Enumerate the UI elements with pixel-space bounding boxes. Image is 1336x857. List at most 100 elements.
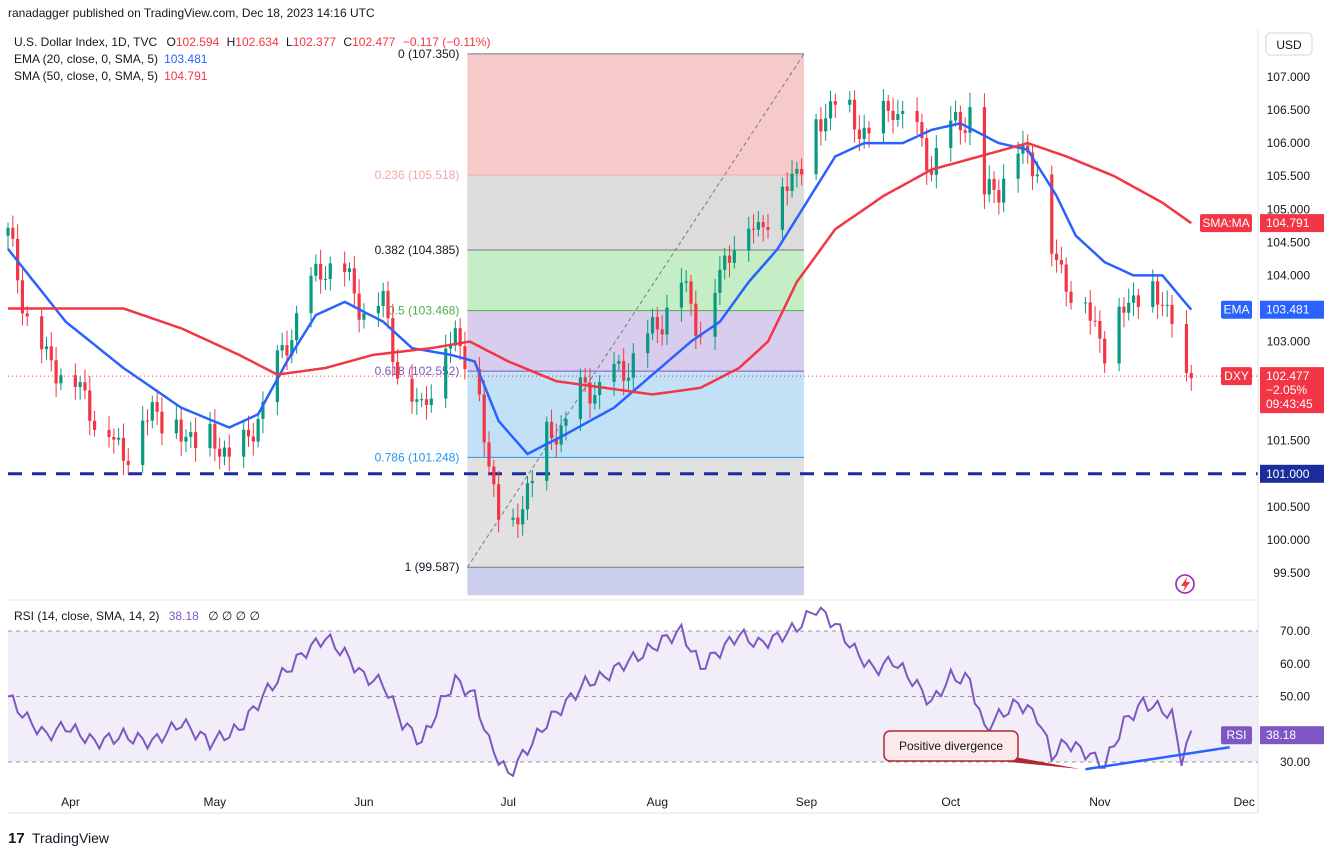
- positive-divergence-callout[interactable]: Positive divergence: [883, 730, 1080, 769]
- candle-body: [54, 360, 58, 384]
- candle-body: [516, 517, 520, 525]
- candle-body: [622, 360, 626, 381]
- fib-zone-0.382-0.5: [467, 249, 805, 311]
- candle-body: [448, 345, 453, 349]
- candle-body: [309, 275, 313, 314]
- dxy-badge-value-box: [1260, 367, 1324, 414]
- currency-button[interactable]: [1265, 32, 1313, 56]
- sma-badge-value-box: [1260, 214, 1324, 233]
- candle-body: [1155, 281, 1160, 305]
- time-axis-ticks[interactable]: AprMayJunJulAugSepOctNovDec2024: [61, 795, 1336, 809]
- candle-body: [1098, 320, 1102, 339]
- candle-body: [545, 421, 549, 481]
- candle-body: [665, 307, 669, 335]
- candle-body: [833, 101, 837, 105]
- sma-50-line: [8, 141, 1193, 396]
- fib-level-label-0.786: 0.786 (101.248): [375, 450, 460, 464]
- time-tick-label: Aug: [647, 795, 668, 809]
- ema-badge-tag-text: EMA: [1223, 303, 1249, 317]
- currency-label[interactable]: USD: [1276, 38, 1302, 52]
- dxy-badge-value-text: 102.477: [1266, 369, 1310, 383]
- rsi-legend[interactable]: RSI (14, close, SMA, 14, 2) 38.18 ∅ ∅ ∅ …: [14, 609, 260, 623]
- price-tick-label: 107.000: [1267, 70, 1311, 84]
- rsi-badge-tag: [1221, 726, 1252, 745]
- candle-body: [958, 112, 962, 131]
- price-pane[interactable]: 0 (107.350) 0.236 (105.518) 0.382 (104.385…: [6, 47, 1258, 596]
- candle-body: [795, 168, 799, 174]
- candle-body: [929, 170, 934, 175]
- fib-level-label-0.382: 0.382 (104.385): [375, 243, 460, 257]
- time-tick-label: Nov: [1089, 795, 1110, 809]
- tv-logo-text: TradingView: [32, 830, 110, 846]
- candle-body: [1016, 153, 1020, 179]
- candle-body: [121, 437, 126, 461]
- candle-body: [381, 290, 385, 307]
- candle-body: [1151, 281, 1155, 307]
- candle-body: [1093, 320, 1097, 322]
- sma-legend[interactable]: SMA (50, close, 0, SMA, 5) 104.791: [14, 69, 208, 83]
- candle-body: [323, 279, 328, 281]
- candle-body: [920, 122, 924, 139]
- candle-body: [732, 250, 736, 263]
- rsi-pane[interactable]: 70.00 60.00 50.00 30.00: [7, 606, 1310, 778]
- rsi-badge-tag-text: RSI: [1226, 728, 1246, 742]
- rsi-badge-value-box: [1260, 726, 1324, 745]
- rsi-axis-ticks: 70.00 60.00 50.00 30.00: [1280, 624, 1310, 769]
- candle-body: [112, 437, 116, 440]
- candle-body: [49, 346, 53, 361]
- candle-body: [280, 345, 284, 351]
- fib-trend-line: [466, 53, 805, 568]
- candle-body: [1030, 152, 1035, 177]
- candle-body: [583, 377, 587, 383]
- candle-body: [487, 442, 491, 467]
- lightning-icon[interactable]: [1175, 574, 1195, 594]
- candle-body: [25, 313, 29, 317]
- candle-body: [184, 436, 188, 442]
- rsi-line: [7, 606, 1193, 778]
- candle-body: [117, 437, 121, 440]
- candle-body: [511, 517, 515, 520]
- candle-body: [723, 255, 727, 270]
- candle-body: [1088, 302, 1092, 321]
- ema-legend[interactable]: EMA (20, close, 0, SMA, 5) 103.481: [14, 52, 208, 66]
- ema-badge-tag: [1221, 300, 1252, 319]
- candle-body: [141, 420, 145, 466]
- candle-body: [40, 316, 44, 350]
- rsi-tick-label: 70.00: [1280, 624, 1310, 638]
- candle-body: [179, 419, 183, 442]
- symbol-name: U.S. Dollar Index, 1D, TVC: [14, 35, 157, 49]
- candle-body: [1136, 295, 1140, 307]
- candle-body: [727, 255, 732, 263]
- candle-body: [968, 107, 972, 133]
- candle-body: [290, 340, 294, 356]
- candle-body: [530, 480, 534, 484]
- candle-body: [319, 263, 323, 280]
- candle-body: [73, 375, 77, 388]
- price-tick-label: 104.500: [1267, 235, 1311, 249]
- tradingview-logo[interactable]: 17 TradingView: [8, 830, 110, 847]
- candle-body: [626, 377, 631, 381]
- candle-body: [59, 375, 63, 384]
- price-axis-ticks[interactable]: 107.000 106.500 106.000 105.500 105.000 104.5…: [1267, 70, 1311, 580]
- candle-body: [1069, 291, 1073, 303]
- candle-body: [328, 263, 332, 280]
- candle-body: [1117, 306, 1121, 364]
- candle-body: [78, 382, 82, 388]
- sma-badge-tag: [1200, 214, 1252, 233]
- dxy-badge-extra-text: −2.05%: [1266, 383, 1307, 397]
- rsi-badge: RSI 38.18: [1221, 726, 1324, 745]
- rsi-tick-label: 30.00: [1280, 755, 1310, 769]
- fib-zone-below: [467, 567, 805, 596]
- candle-body: [751, 228, 756, 230]
- fib-zone-0.5-0.618: [467, 310, 805, 372]
- rsi-divergence-trendline[interactable]: [1085, 746, 1230, 771]
- candle-body: [828, 101, 833, 119]
- candle-body: [482, 394, 486, 443]
- fibonacci-retracement[interactable]: 0 (107.350) 0.236 (105.518) 0.382 (104.385…: [375, 47, 805, 596]
- candle-body: [6, 227, 10, 236]
- candle-body: [631, 353, 635, 378]
- candle-body: [251, 436, 255, 442]
- candle-body: [295, 313, 299, 341]
- candle-body: [92, 420, 97, 430]
- candle-body: [852, 99, 857, 130]
